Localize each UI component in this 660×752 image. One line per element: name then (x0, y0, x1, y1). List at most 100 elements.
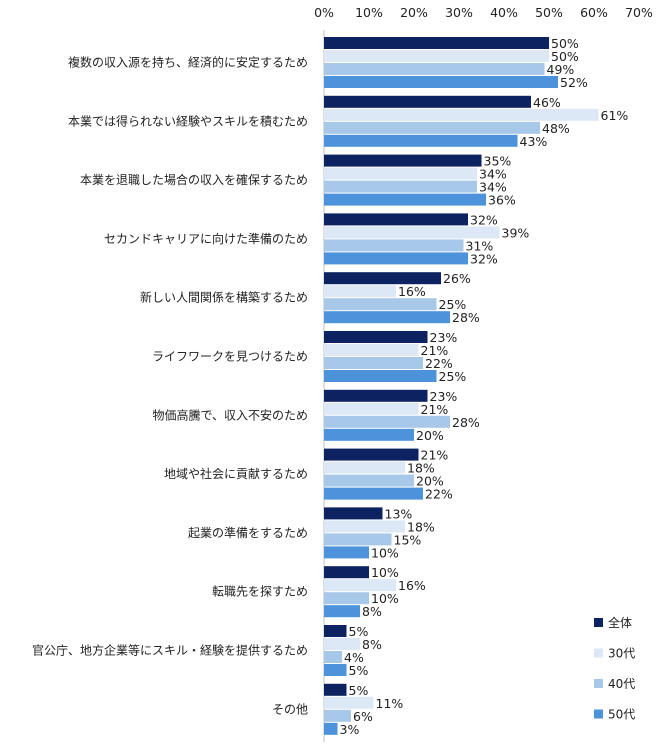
bar (324, 213, 468, 226)
data-label: 15% (394, 532, 422, 547)
bar (324, 370, 437, 382)
bar (324, 331, 428, 343)
bar (324, 415, 450, 428)
data-label: 50% (551, 36, 579, 51)
data-label: 32% (470, 251, 498, 266)
legend-label: 40代 (608, 677, 635, 691)
bar (324, 50, 549, 62)
bar (324, 546, 369, 559)
data-label: 8% (362, 604, 382, 619)
legend-swatch (594, 648, 603, 658)
legend: 全体 30代 40代 50代 (594, 615, 635, 722)
data-label: 6% (353, 709, 373, 724)
category-label: 本業を退職した場合の収入を確保するため (80, 172, 308, 187)
bar (324, 696, 374, 709)
bar (324, 638, 360, 650)
legend-swatch (594, 618, 603, 627)
category-group: 起業の準備をするため 13%18%15%10% (188, 506, 435, 560)
bar (324, 520, 405, 533)
legend-label: 50代 (608, 708, 635, 722)
bar (324, 167, 477, 180)
category-group: 新しい人間関係を構築するため 26% 16% 25%28% (140, 271, 480, 325)
bar (324, 428, 414, 441)
data-label: 46% (533, 95, 561, 110)
bar (324, 474, 414, 487)
data-label: 16% (398, 578, 426, 593)
bar (324, 63, 545, 75)
data-label: 26% (443, 271, 471, 286)
bar (324, 239, 464, 252)
bar (324, 651, 342, 663)
category-label: 転職先を探すため (212, 585, 308, 599)
legend-label: 全体 (608, 615, 632, 630)
bar (324, 252, 468, 265)
bar (324, 344, 419, 356)
data-label: 36% (488, 193, 516, 208)
data-label: 10% (371, 565, 399, 580)
category-label: 地域や社会に貢献するため (164, 466, 308, 481)
category-label: 複数の収入源を持ち、経済的に安定するため (68, 55, 308, 70)
bar (324, 285, 396, 298)
legend-swatch (594, 679, 603, 688)
bar (324, 311, 450, 324)
bar (324, 37, 549, 49)
legend-swatch (594, 709, 603, 719)
data-label: 25% (439, 369, 467, 384)
bar (324, 709, 351, 722)
bar (324, 533, 392, 546)
bar (324, 507, 383, 520)
category-label: ライフワークを見つけるため (152, 350, 308, 364)
bar (324, 722, 338, 735)
data-label: 18% (407, 519, 435, 534)
bar (324, 134, 518, 147)
data-label: 39% (502, 225, 530, 240)
data-label: 50% (551, 49, 579, 64)
data-label: 3% (340, 722, 360, 737)
bar (324, 605, 360, 618)
data-label: 32% (470, 212, 498, 227)
data-label: 20% (416, 428, 444, 443)
category-group: その他 5% 11%6%3% (272, 683, 403, 737)
legend-item: 50代 (594, 708, 635, 722)
bar (324, 121, 540, 134)
bar (324, 461, 405, 474)
x-axis-ticks: 0% 10% 20% 30% 40% 50% 60% 70% (314, 5, 653, 20)
bar (324, 566, 369, 579)
data-label: 5% (349, 663, 369, 678)
legend-item: 40代 (594, 677, 635, 691)
bar (324, 193, 486, 206)
data-label: 23% (430, 389, 458, 404)
category-label: 物価高騰で、収入不安のため (152, 407, 308, 422)
category-label: 本業では得られない経験やスキルを積むため (68, 113, 308, 128)
data-label: 43% (520, 134, 548, 149)
bar (324, 402, 419, 415)
data-label: 5% (349, 683, 369, 698)
data-label: 48% (542, 121, 570, 136)
bar (324, 592, 369, 605)
bar (324, 487, 423, 500)
legend-label: 30代 (608, 647, 635, 661)
data-label: 34% (479, 180, 507, 195)
data-label: 5% (349, 624, 369, 639)
bar (324, 664, 347, 676)
legend-item: 全体 (594, 615, 632, 630)
bar (324, 154, 482, 167)
data-label: 34% (479, 167, 507, 182)
bar-groups: 複数の収入源を持ち、経済的に安定するため50%50%49%52%本業では得られな… (32, 36, 628, 737)
bar (324, 180, 477, 193)
data-label: 21% (421, 343, 449, 358)
bar (324, 448, 419, 461)
category-label: 新しい人間関係を構築するため (140, 290, 308, 305)
bar (324, 108, 599, 121)
data-label: 35% (484, 154, 512, 169)
data-label: 10% (371, 591, 399, 606)
category-label: 官公庁、地方企業等にスキル・経験を提供するため (32, 643, 308, 658)
data-label: 21% (421, 448, 449, 463)
data-label: 10% (371, 545, 399, 560)
bar (324, 357, 423, 369)
